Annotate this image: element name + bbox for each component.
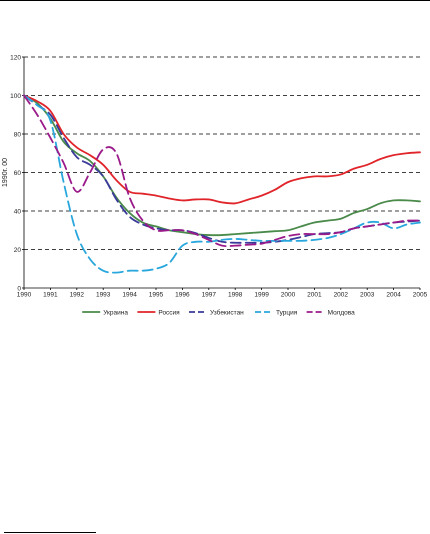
y-tick-labels: 0 20 40 60 80 100 120	[10, 54, 24, 292]
y-axis-label: 1990г. 00	[2, 158, 9, 187]
x-tick-label-1993: 1993	[96, 292, 111, 299]
x-tick-label-2005: 2005	[413, 292, 428, 299]
x-tick-label-2004: 2004	[386, 292, 401, 299]
x-tick-label-1999: 1999	[254, 292, 269, 299]
x-tick-labels: 1990 1991 1992 1993 1994 1995 1996 1997 1998 1999…	[17, 288, 428, 299]
series-line-4	[23, 94, 421, 248]
x-tick-label-1992: 1992	[70, 292, 85, 299]
y-tick-label-120: 120	[10, 54, 21, 61]
x-tick-label-1990: 1990	[17, 292, 32, 299]
y-tick-label-100: 100	[10, 93, 21, 100]
y-tick-label-20: 20	[14, 247, 22, 254]
x-tick-label-2001: 2001	[307, 292, 322, 299]
x-tick-label-1996: 1996	[175, 292, 190, 299]
x-tick-label-2002: 2002	[334, 292, 349, 299]
x-tick-label-1991: 1991	[43, 292, 58, 299]
y-tick-label-40: 40	[14, 208, 22, 215]
y-tick-label-60: 60	[14, 170, 22, 177]
legend-label-4: Молдова	[328, 309, 356, 316]
page-top-rule	[0, 0, 430, 1]
legend-label-2: Узбекистан	[210, 308, 244, 316]
x-tick-label-1994: 1994	[122, 292, 137, 299]
y-tick-label-80: 80	[14, 131, 22, 138]
legend-label-1: Россия	[158, 309, 180, 316]
footnote-rule	[4, 532, 96, 533]
x-tick-label-1997: 1997	[202, 292, 217, 299]
series-lines	[23, 94, 421, 274]
series-line-2	[23, 94, 421, 244]
grid-lines	[24, 56, 420, 250]
x-tick-label-1995: 1995	[149, 292, 164, 299]
legend-label-0: Украина	[103, 309, 128, 316]
x-tick-label-1998: 1998	[228, 292, 243, 299]
y-tick-label-0: 0	[17, 285, 21, 292]
x-tick-label-2003: 2003	[360, 292, 375, 299]
series-line-1	[23, 94, 421, 205]
legend: Украина Россия Узбекистан Турция Молдова	[82, 308, 355, 316]
x-tick-label-2000: 2000	[281, 292, 296, 299]
series-line-0	[23, 94, 421, 237]
legend-label-3: Турция	[276, 309, 298, 316]
